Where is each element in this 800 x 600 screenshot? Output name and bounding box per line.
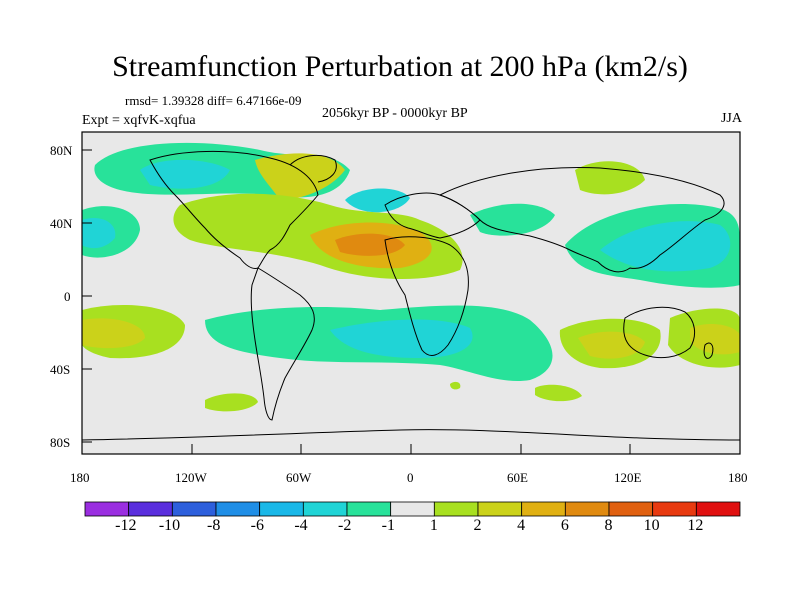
colorbar-label: -1 bbox=[381, 517, 395, 534]
coast-australia bbox=[623, 306, 696, 359]
colorbar-box bbox=[302, 501, 348, 517]
colorbar-label: 12 bbox=[687, 517, 704, 534]
colorbar-label: -10 bbox=[158, 517, 181, 534]
contour-na-yellow bbox=[255, 153, 345, 200]
colorbar-label: 2 bbox=[473, 517, 482, 534]
colorbar-box bbox=[521, 501, 566, 517]
contour-sp-yellow bbox=[82, 318, 145, 349]
coastlines bbox=[81, 150, 741, 441]
lon-label-0: 0 bbox=[407, 470, 414, 485]
contour-eu-green bbox=[470, 203, 555, 236]
lon-label-60e: 60E bbox=[507, 470, 528, 485]
colorbar-box bbox=[652, 501, 697, 517]
colorbar-box bbox=[608, 501, 654, 517]
coast-south-america bbox=[250, 267, 315, 421]
axis-ticks bbox=[81, 149, 741, 454]
page-title: Streamfunction Perturbation at 200 hPa (… bbox=[112, 50, 688, 83]
coast-greenland bbox=[289, 154, 337, 183]
contour-dot-green bbox=[450, 381, 461, 390]
coast-north-america bbox=[149, 150, 319, 269]
colorbar-label: 1 bbox=[429, 517, 438, 534]
lat-label-0: 0 bbox=[64, 289, 71, 304]
period-label: 2056kyr BP - 0000kyr BP bbox=[322, 106, 468, 121]
contour-nz-yellow bbox=[690, 324, 740, 355]
lon-label-180e: 180 bbox=[728, 470, 748, 485]
colorbar-label: -8 bbox=[207, 517, 221, 534]
coast-asia bbox=[438, 167, 725, 273]
lon-label-120e: 120E bbox=[614, 470, 642, 485]
colorbar-box bbox=[346, 501, 392, 517]
contour-au-yellow bbox=[578, 331, 645, 359]
colorbar-box bbox=[128, 501, 173, 517]
coast-africa bbox=[384, 236, 469, 356]
contour-np-cyan bbox=[140, 159, 230, 189]
colorbar-box bbox=[84, 501, 130, 517]
colorbar-box bbox=[695, 501, 741, 517]
lon-label-120w: 120W bbox=[175, 470, 207, 485]
stats-text: rmsd= 1.39328 diff= 6.47166e-09 bbox=[125, 93, 302, 108]
contour-ep-cyan bbox=[82, 218, 116, 249]
contour-ss-green bbox=[205, 393, 258, 412]
colorbar-label: 8 bbox=[604, 517, 613, 534]
colorbar-label: -6 bbox=[250, 517, 264, 534]
colorbar-box bbox=[215, 501, 261, 517]
colorbar-label: -4 bbox=[294, 517, 308, 534]
coast-new-zealand bbox=[703, 342, 714, 359]
colorbar-box bbox=[564, 501, 610, 517]
contour-asia-green bbox=[575, 161, 645, 195]
season-label: JJA bbox=[720, 111, 742, 126]
colorbar-box bbox=[433, 501, 479, 517]
colorbar-box bbox=[171, 501, 217, 517]
colorbar-label: 4 bbox=[517, 517, 526, 534]
experiment-label: Expt = xqfvK-xqfua bbox=[82, 113, 196, 128]
contour-wp-cyan bbox=[600, 221, 731, 272]
lat-label-80s: 80S bbox=[50, 435, 71, 450]
lon-label-180w: 180 bbox=[70, 470, 90, 485]
lat-label-40s: 40S bbox=[50, 362, 71, 377]
colorbar bbox=[84, 501, 741, 517]
colorbar-label: -2 bbox=[338, 517, 352, 534]
coast-europe bbox=[384, 192, 481, 239]
colorbar-label: 10 bbox=[643, 517, 660, 534]
contour-ss2-green bbox=[535, 384, 582, 402]
contour-so-cyan bbox=[330, 319, 473, 358]
colorbar-box bbox=[390, 501, 435, 517]
lat-label-80n: 80N bbox=[50, 143, 73, 158]
colorbar-box bbox=[477, 501, 523, 517]
contour-fills bbox=[82, 142, 740, 412]
coast-antarctica bbox=[81, 429, 741, 441]
colorbar-box bbox=[259, 501, 304, 517]
lat-label-40n: 40N bbox=[50, 216, 73, 231]
lon-label-60w: 60W bbox=[286, 470, 312, 485]
colorbar-label: 6 bbox=[560, 517, 569, 534]
contour-natl-cyan bbox=[345, 188, 410, 213]
colorbar-label: -12 bbox=[115, 517, 137, 534]
